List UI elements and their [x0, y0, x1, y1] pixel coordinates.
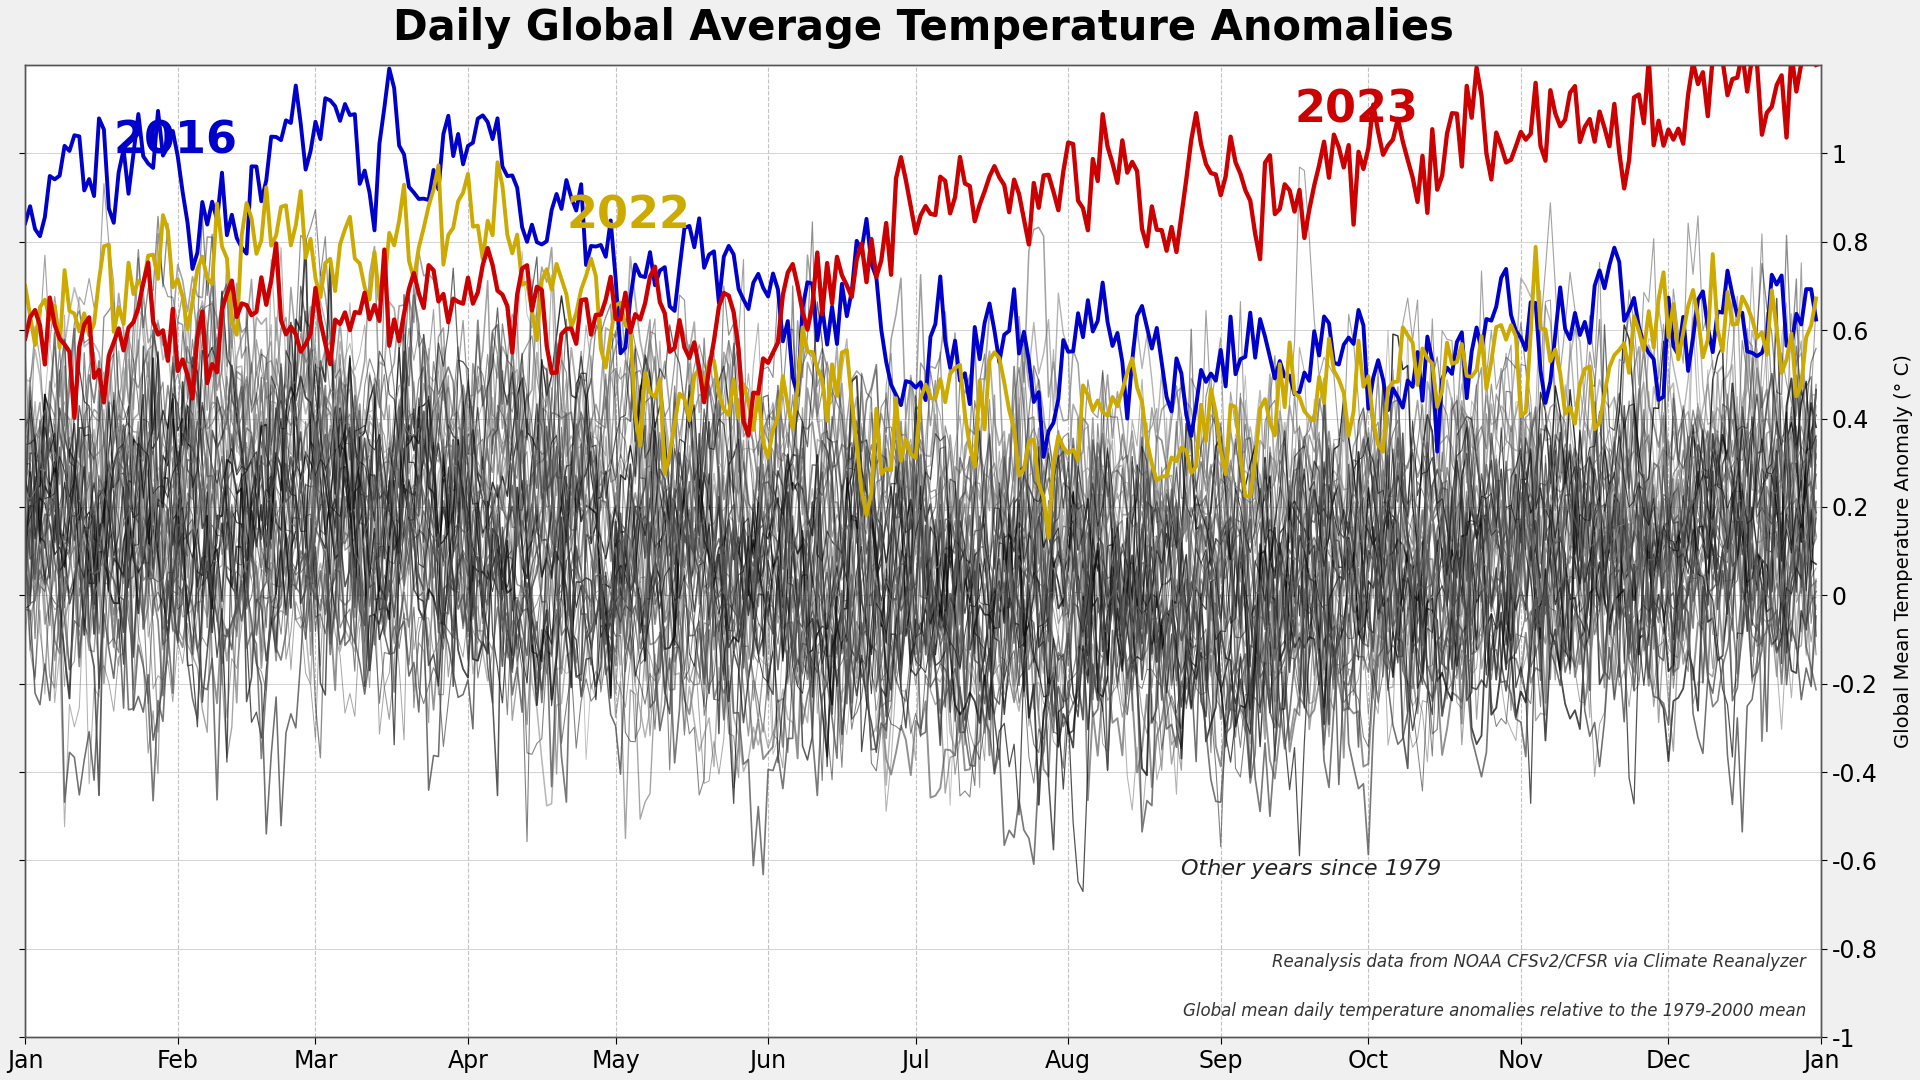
Text: 2023: 2023 [1294, 89, 1419, 132]
Y-axis label: Global Mean Temperature Anomaly (° C): Global Mean Temperature Anomaly (° C) [1893, 354, 1912, 748]
Text: Reanalysis data from NOAA CFSv2/CFSR via Climate Reanalyzer: Reanalysis data from NOAA CFSv2/CFSR via… [1273, 953, 1807, 971]
Text: 2022: 2022 [566, 194, 691, 238]
Text: 2016: 2016 [113, 119, 238, 162]
Text: Other years since 1979: Other years since 1979 [1181, 860, 1442, 879]
Text: Global mean daily temperature anomalies relative to the 1979-2000 mean: Global mean daily temperature anomalies … [1183, 1001, 1807, 1020]
Title: Daily Global Average Temperature Anomalies: Daily Global Average Temperature Anomali… [394, 6, 1453, 49]
